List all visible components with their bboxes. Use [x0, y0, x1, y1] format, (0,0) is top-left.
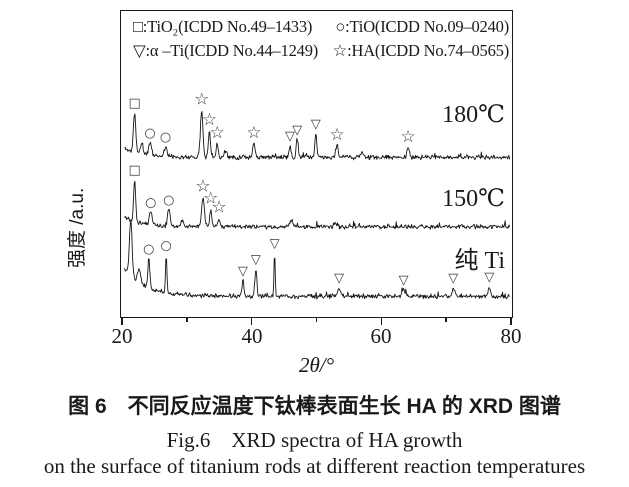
peak-marker-sq: □	[129, 96, 141, 111]
peak-marker-st: ☆	[203, 188, 218, 208]
peak-marker-ci: ○	[161, 239, 172, 254]
peak-marker-tr: ▽	[311, 117, 321, 132]
peak-marker-tr: ▽	[484, 270, 494, 285]
legend-entry-tio: ○:TiO(ICDD No.09–0240)	[335, 17, 509, 36]
caption-chinese: 图 6 不同反应温度下钛棒表面生长 HA 的 XRD 图谱	[68, 395, 561, 418]
peak-marker-st: ☆	[195, 176, 210, 196]
peak-marker-tr: ▽	[292, 123, 302, 138]
peak-marker-tr: ▽	[270, 236, 280, 251]
xrd-trace	[124, 111, 511, 161]
peak-marker-st: ☆	[330, 124, 345, 144]
peak-marker-tr: ▽	[334, 271, 344, 286]
legend-row-2: ▽:α –Ti(ICDD No.44–1249) ☆:HA(ICDD No.74…	[133, 39, 509, 63]
x-tick-label-20: 20	[111, 324, 133, 348]
x-tick-label-80: 80	[500, 324, 522, 348]
caption-english-line2: on the surface of titanium rods at diffe…	[43, 454, 586, 478]
x-axis-tick	[445, 317, 447, 322]
peak-marker-tr: ▽	[399, 273, 409, 288]
x-tick-label-60: 60	[370, 324, 392, 348]
plot-svg: □○ ○☆☆☆ ☆ ▽▽ ▽ ☆ ☆□○ ○☆☆☆○ ○▽▽▽▽ ▽ ▽ ▽	[124, 88, 511, 300]
peak-marker-sq: □	[129, 163, 141, 178]
peak-marker-ci: ○	[163, 193, 174, 208]
legend-entry-tio2: □:TiO₂(ICDD No.49–1433)	[133, 17, 313, 36]
peak-marker-st: ☆	[401, 126, 416, 146]
peak-marker-st: ☆	[210, 122, 225, 142]
x-axis-title: 2θ/°	[298, 353, 335, 377]
legend-entry-ha: ☆:HA(ICDD No.74–0565)	[332, 41, 510, 60]
x-axis-tick	[315, 317, 318, 322]
series-label-180c: 180℃	[442, 102, 505, 128]
series-label-pure-ti: 纯 Ti	[454, 248, 505, 274]
legend-row-1: □:TiO₂(ICDD No.49–1433) ○:TiO(ICDD No.09…	[133, 15, 509, 39]
peak-marker-ci: ○	[143, 242, 154, 257]
peak-marker-st: ☆	[202, 109, 217, 129]
xrd-trace	[124, 220, 510, 300]
x-tick-label-40: 40	[241, 324, 263, 348]
peak-marker-st: ☆	[194, 88, 209, 108]
x-axis-tick	[121, 317, 123, 325]
legend-entry-alpha-ti: ▽:α –Ti(ICDD No.44–1249)	[133, 41, 319, 60]
plot-legend: □:TiO₂(ICDD No.49–1433) ○:TiO(ICDD No.09…	[133, 15, 509, 63]
y-axis-title: 强度 /a.u.	[67, 187, 88, 268]
xrd-trace	[124, 180, 511, 230]
peak-marker-ci: ○	[160, 130, 171, 145]
peak-marker-tr: ▽	[285, 129, 295, 144]
peak-marker-tr: ▽	[238, 264, 248, 279]
x-axis-tick	[250, 317, 253, 325]
peak-marker-tr: ▽	[448, 271, 458, 286]
peak-marker-st: ☆	[246, 122, 261, 142]
series-label-150c: 150℃	[442, 186, 505, 212]
x-axis-tick	[380, 317, 383, 325]
x-axis-tick	[186, 317, 188, 322]
peak-marker-st: ☆	[212, 197, 227, 217]
peak-marker-tr: ▽	[251, 252, 261, 267]
plot-frame: □ ○ ○ ☆ ☆ ☆ ☆ ▽ ▽ ▽ ☆ ☆ □ ○ ○ ☆ ☆ ☆ ○ ○ ▽ ▽ ▽ ▽ ▽ ▽ ▽	[120, 10, 513, 318]
caption-english-line1: Fig.6 XRD spectra of HA growth	[166, 428, 463, 452]
peak-marker-ci: ○	[144, 126, 155, 141]
x-axis-tick	[510, 317, 512, 325]
peak-marker-ci: ○	[145, 196, 156, 211]
